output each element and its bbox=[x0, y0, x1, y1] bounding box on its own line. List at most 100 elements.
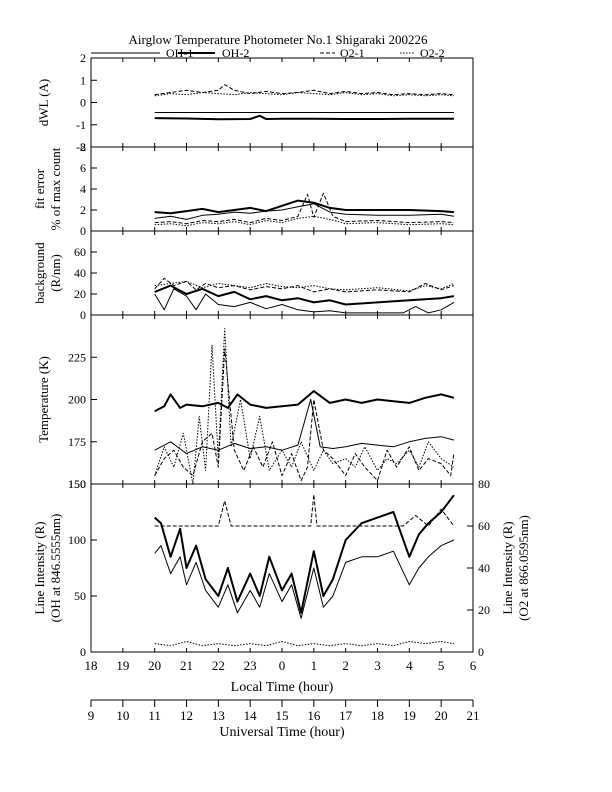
y-tick-label: 20 bbox=[74, 287, 86, 301]
y-axis-label: dWL (A) bbox=[36, 79, 51, 127]
y-tick-label: 2 bbox=[80, 203, 86, 217]
series-o2-2-line bbox=[154, 328, 455, 485]
ut-tick-label: 12 bbox=[180, 708, 193, 723]
panel-frame bbox=[90, 483, 474, 653]
panel-frame bbox=[90, 57, 474, 148]
ut-tick-label: 17 bbox=[339, 708, 353, 723]
local-time-tick-label: 23 bbox=[244, 658, 257, 673]
local-time-tick-label: 5 bbox=[438, 658, 445, 673]
y-right-tick-label: 40 bbox=[478, 561, 490, 575]
y-tick-label: 4 bbox=[80, 182, 86, 196]
y-tick-label: 150 bbox=[68, 477, 86, 491]
y-tick-label: 175 bbox=[68, 435, 86, 449]
series-oh-1-line bbox=[154, 539, 455, 619]
y-tick-label: 0 bbox=[80, 308, 86, 322]
series-oh-2-line bbox=[154, 390, 455, 413]
y-axis-label: (R/nm) bbox=[48, 254, 63, 292]
legend-label: O2-1 bbox=[340, 46, 365, 60]
chart-title: Airglow Temperature Photometer No.1 Shig… bbox=[129, 32, 429, 47]
panel-frame bbox=[90, 146, 474, 232]
ut-tick-label: 11 bbox=[148, 708, 161, 723]
legend-label: O2-2 bbox=[420, 46, 445, 60]
ut-tick-label: 10 bbox=[116, 708, 129, 723]
y-axis-label: Temperature (K) bbox=[36, 356, 51, 443]
y-tick-label: 225 bbox=[68, 350, 86, 364]
ut-tick-label: 19 bbox=[403, 708, 416, 723]
series-oh-1-line bbox=[154, 399, 455, 455]
series-o2-1-line bbox=[154, 277, 455, 293]
local-time-tick-label: 1 bbox=[311, 658, 318, 673]
panel-fit_error: 8 6 4 2 0 fit error% of max count bbox=[32, 140, 474, 238]
panel-frame bbox=[90, 314, 474, 485]
local-time-tick-label: 6 bbox=[470, 658, 477, 673]
local-time-tick-label: 19 bbox=[116, 658, 129, 673]
ut-tick-label: 9 bbox=[88, 708, 95, 723]
y-tick-label: 2 bbox=[80, 51, 86, 65]
y-axis-label: % of max count bbox=[48, 147, 63, 230]
y-tick-label: 150 bbox=[68, 477, 86, 491]
ut-tick-label: 13 bbox=[212, 708, 225, 723]
series-o2-1-line bbox=[154, 192, 454, 225]
legend-label: OH-2 bbox=[222, 46, 249, 60]
y-tick-label: -2 bbox=[76, 140, 86, 154]
ut-tick-label: 16 bbox=[307, 708, 321, 723]
local-time-tick-label: 20 bbox=[148, 658, 161, 673]
y-right-tick-label: 20 bbox=[478, 603, 490, 617]
y-right-axis-label: (O2 at 866.0595nm) bbox=[516, 515, 531, 621]
y-tick-label: 0 bbox=[80, 224, 86, 238]
ut-tick-label: 14 bbox=[244, 708, 258, 723]
local-time-axis-label: Local Time (hour) bbox=[231, 680, 334, 695]
y-tick-label: 1 bbox=[80, 73, 86, 87]
local-time-tick-label: 3 bbox=[374, 658, 381, 673]
ut-axis-label: Universal Time (hour) bbox=[219, 725, 345, 740]
series-oh-2-line bbox=[154, 199, 454, 215]
y-tick-label: 100 bbox=[68, 533, 86, 547]
y-right-tick-label: 0 bbox=[478, 645, 484, 659]
y-right-axis-label: Line Intensity (R) bbox=[500, 521, 515, 614]
y-tick-label: 0 bbox=[80, 645, 86, 659]
local-time-tick-label: 22 bbox=[212, 658, 225, 673]
y-tick-label: 8 bbox=[80, 140, 86, 154]
y-axis-label: Line Intensity (R) bbox=[32, 521, 47, 614]
ut-tick-label: 18 bbox=[371, 708, 384, 723]
y-axis-label: fit error bbox=[32, 168, 47, 209]
series-oh-2-line bbox=[154, 494, 455, 614]
y-tick-label: 60 bbox=[74, 245, 86, 259]
series-oh-2-line bbox=[154, 114, 454, 121]
series-oh-1-line bbox=[154, 203, 454, 220]
y-right-tick-label: 60 bbox=[478, 519, 490, 533]
series-o2-1-line bbox=[154, 494, 455, 527]
y-tick-label: 6 bbox=[80, 161, 86, 175]
y-tick-label: 50 bbox=[74, 589, 86, 603]
local-time-tick-label: 21 bbox=[180, 658, 193, 673]
y-tick-label: 0 bbox=[80, 96, 86, 110]
ut-tick-label: 21 bbox=[467, 708, 480, 723]
local-time-tick-label: 4 bbox=[406, 658, 413, 673]
panel-frame bbox=[90, 230, 474, 316]
y-axis-label: background bbox=[32, 242, 47, 304]
y-tick-label: 200 bbox=[68, 393, 86, 407]
y-tick-label: 40 bbox=[74, 266, 86, 280]
ut-tick-label: 20 bbox=[435, 708, 448, 723]
local-time-tick-label: 18 bbox=[85, 658, 98, 673]
series-oh-2-line bbox=[154, 284, 455, 306]
panel-background: 60 40 20 0 background (R/nm) bbox=[32, 230, 474, 322]
y-right-tick-label: 80 bbox=[478, 477, 490, 491]
series-o2-2-line bbox=[154, 215, 454, 227]
panel-temperature: 225 200 175 150 Temperature (K) bbox=[36, 314, 474, 491]
series-o2-2-line bbox=[154, 92, 454, 97]
panel-dwl: 2 1 0 -1 -2 dWL (A) bbox=[36, 51, 474, 154]
y-tick-label: -1 bbox=[76, 118, 86, 132]
y-axis-label: (OH at 846.5555nm) bbox=[48, 514, 63, 623]
series-o2-1-line bbox=[154, 348, 455, 482]
series-o2-2-line bbox=[154, 280, 455, 292]
legend: OH-1 OH-2 O2-1 O2-2 bbox=[91, 46, 445, 60]
series-o2-1-line bbox=[154, 84, 454, 96]
ut-tick-label: 15 bbox=[276, 708, 289, 723]
local-time-tick-label: 0 bbox=[279, 658, 286, 673]
local-time-tick-label: 2 bbox=[342, 658, 349, 673]
